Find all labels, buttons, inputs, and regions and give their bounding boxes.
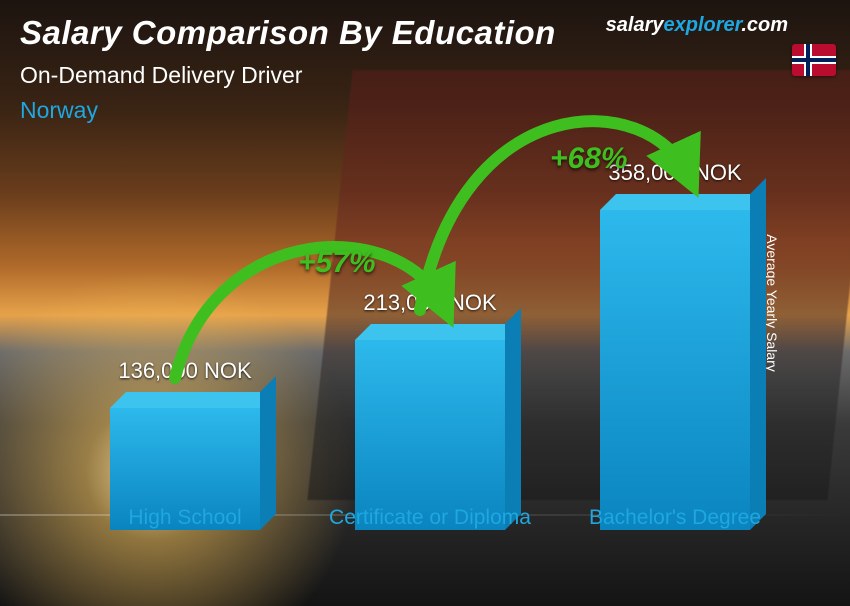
bar-chart: 136,000 NOKHigh School213,000 NOKCertifi… xyxy=(70,106,790,586)
bar-value-label: 213,000 NOK xyxy=(300,290,560,316)
brand-suffix: .com xyxy=(741,14,788,36)
category-label: Certificate or Diploma xyxy=(325,505,535,530)
norway-flag-icon xyxy=(792,44,836,76)
bar-side-face xyxy=(750,178,766,530)
bar-side-face xyxy=(505,308,521,530)
page-title: Salary Comparison By Education xyxy=(20,14,556,52)
category-label: High School xyxy=(80,505,290,530)
bar-top-face xyxy=(110,392,276,408)
infographic-stage: Salary Comparison By Education On-Demand… xyxy=(0,0,850,606)
bar: 358,000 NOK xyxy=(600,210,750,530)
bar-top-face xyxy=(600,194,766,210)
increase-percent-label: +68% xyxy=(550,142,628,176)
bar-group: 213,000 NOKCertificate or Diploma xyxy=(345,340,515,530)
bar-value-label: 136,000 NOK xyxy=(55,358,315,384)
bar-front-face xyxy=(600,210,750,530)
brand-word-1: salary xyxy=(606,14,664,36)
brand-word-2: explorer xyxy=(663,14,741,36)
bar-top-face xyxy=(355,324,521,340)
category-label: Bachelor's Degree xyxy=(570,505,780,530)
brand-logo: salaryexplorer.com xyxy=(606,14,788,37)
job-title: On-Demand Delivery Driver xyxy=(20,62,556,89)
bar: 213,000 NOK xyxy=(355,340,505,530)
bar-front-face xyxy=(355,340,505,530)
bar-group: 136,000 NOKHigh School xyxy=(100,408,270,530)
increase-percent-label: +57% xyxy=(298,246,376,280)
bar-group: 358,000 NOKBachelor's Degree xyxy=(590,210,760,530)
